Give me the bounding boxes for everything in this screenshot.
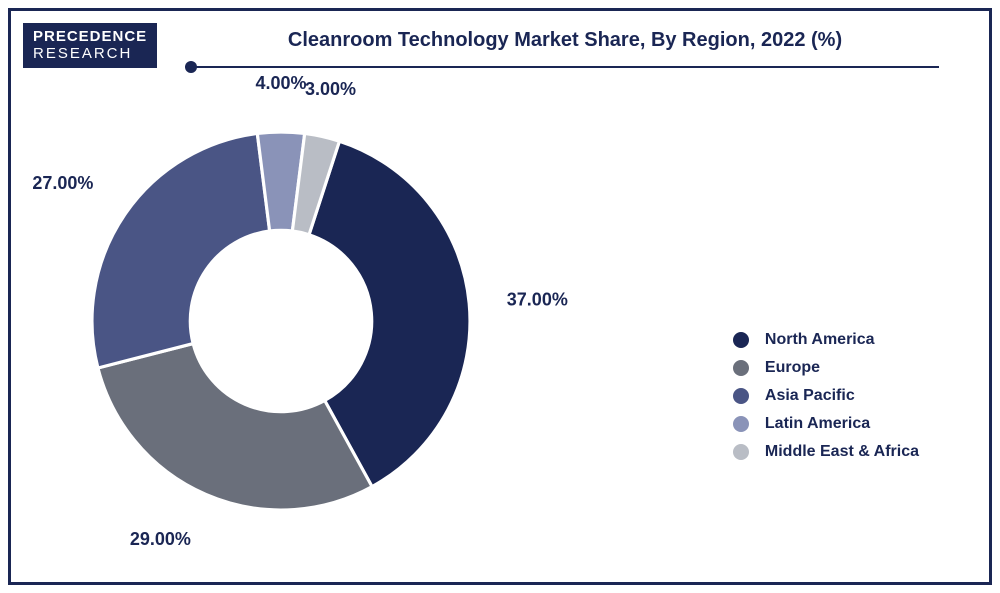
legend-label: Asia Pacific <box>765 387 855 405</box>
legend-item: North America <box>733 331 919 349</box>
slice-label: 37.00% <box>507 289 568 310</box>
donut-slice <box>98 344 372 510</box>
legend-item: Asia Pacific <box>733 387 919 405</box>
legend-item: Middle East & Africa <box>733 443 919 461</box>
legend-swatch <box>733 388 749 404</box>
legend-label: Middle East & Africa <box>765 443 919 461</box>
slice-label: 27.00% <box>32 173 93 194</box>
slice-label: 29.00% <box>130 529 191 550</box>
legend-swatch <box>733 332 749 348</box>
chart-frame: PRECEDENCE RESEARCH Cleanroom Technology… <box>8 8 992 585</box>
legend-swatch <box>733 444 749 460</box>
legend-label: North America <box>765 331 875 349</box>
chart-title: Cleanroom Technology Market Share, By Re… <box>181 29 949 52</box>
legend-item: Europe <box>733 359 919 377</box>
slice-label: 3.00% <box>305 79 356 100</box>
title-underline <box>191 66 939 68</box>
donut-svg <box>71 111 491 531</box>
legend-swatch <box>733 360 749 376</box>
donut-chart: 37.00%29.00%27.00%4.00%3.00% <box>71 111 491 531</box>
donut-slice <box>92 133 270 368</box>
legend-label: Latin America <box>765 415 870 433</box>
legend-item: Latin America <box>733 415 919 433</box>
brand-logo: PRECEDENCE RESEARCH <box>23 23 157 68</box>
legend-swatch <box>733 416 749 432</box>
logo-line1: PRECEDENCE <box>33 28 147 45</box>
slice-label: 4.00% <box>255 73 306 94</box>
logo-line2: RESEARCH <box>33 46 147 63</box>
title-area: Cleanroom Technology Market Share, By Re… <box>181 29 949 68</box>
legend-label: Europe <box>765 359 820 377</box>
legend: North America Europe Asia Pacific Latin Ame… <box>733 331 919 471</box>
